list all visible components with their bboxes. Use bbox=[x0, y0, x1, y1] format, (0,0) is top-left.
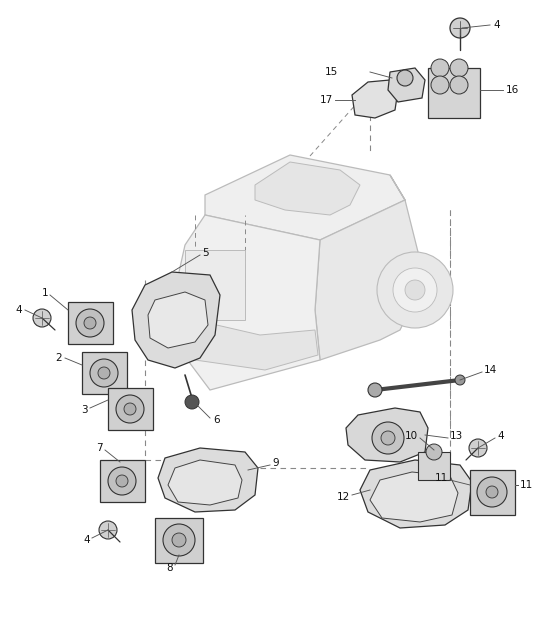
Polygon shape bbox=[148, 292, 208, 348]
Polygon shape bbox=[168, 460, 242, 505]
Text: 9: 9 bbox=[272, 458, 278, 468]
Circle shape bbox=[431, 76, 449, 94]
Circle shape bbox=[163, 524, 195, 556]
Text: 4: 4 bbox=[493, 20, 500, 30]
Circle shape bbox=[477, 477, 507, 507]
Text: 4: 4 bbox=[15, 305, 22, 315]
Text: 8: 8 bbox=[166, 563, 173, 573]
Circle shape bbox=[431, 59, 449, 77]
Text: 1: 1 bbox=[41, 288, 48, 298]
Polygon shape bbox=[158, 448, 258, 512]
Circle shape bbox=[108, 467, 136, 495]
Circle shape bbox=[116, 475, 128, 487]
Circle shape bbox=[397, 70, 413, 86]
Text: 11: 11 bbox=[435, 473, 448, 483]
Polygon shape bbox=[175, 215, 320, 390]
Circle shape bbox=[116, 395, 144, 423]
Text: 10: 10 bbox=[405, 431, 418, 441]
Text: 15: 15 bbox=[325, 67, 338, 77]
Text: 5: 5 bbox=[202, 248, 209, 258]
Bar bbox=[68, 302, 113, 344]
Bar bbox=[185, 250, 245, 320]
Bar bbox=[82, 352, 127, 394]
Circle shape bbox=[98, 367, 110, 379]
Bar bbox=[428, 68, 480, 118]
Polygon shape bbox=[388, 68, 425, 102]
Polygon shape bbox=[352, 80, 398, 118]
Circle shape bbox=[124, 403, 136, 415]
Circle shape bbox=[368, 383, 382, 397]
Circle shape bbox=[450, 18, 470, 38]
Bar bbox=[100, 460, 145, 502]
Polygon shape bbox=[205, 155, 405, 240]
Circle shape bbox=[450, 59, 468, 77]
Circle shape bbox=[377, 252, 453, 328]
Polygon shape bbox=[360, 460, 472, 528]
Text: 11: 11 bbox=[520, 480, 533, 490]
Circle shape bbox=[372, 422, 404, 454]
Circle shape bbox=[455, 375, 465, 385]
Circle shape bbox=[393, 268, 437, 312]
Text: 3: 3 bbox=[81, 405, 88, 415]
Polygon shape bbox=[315, 175, 420, 360]
Circle shape bbox=[185, 395, 199, 409]
Bar bbox=[418, 452, 450, 480]
Text: 16: 16 bbox=[506, 85, 519, 95]
Circle shape bbox=[469, 439, 487, 457]
Text: 6: 6 bbox=[213, 415, 220, 425]
Circle shape bbox=[381, 431, 395, 445]
Circle shape bbox=[172, 533, 186, 547]
Circle shape bbox=[84, 317, 96, 329]
Polygon shape bbox=[346, 408, 428, 462]
Text: 13: 13 bbox=[450, 431, 463, 441]
Circle shape bbox=[450, 76, 468, 94]
Bar bbox=[470, 470, 515, 515]
Circle shape bbox=[426, 444, 442, 460]
Circle shape bbox=[76, 309, 104, 337]
Text: 17: 17 bbox=[320, 95, 333, 105]
Text: 2: 2 bbox=[56, 353, 62, 363]
Bar bbox=[155, 518, 203, 563]
Circle shape bbox=[486, 486, 498, 498]
Text: 12: 12 bbox=[337, 492, 350, 502]
Circle shape bbox=[405, 280, 425, 300]
Polygon shape bbox=[180, 320, 318, 370]
Polygon shape bbox=[255, 162, 360, 215]
Circle shape bbox=[33, 309, 51, 327]
Circle shape bbox=[90, 359, 118, 387]
Bar bbox=[108, 388, 153, 430]
Text: 4: 4 bbox=[83, 535, 90, 545]
Polygon shape bbox=[370, 472, 458, 522]
Text: 14: 14 bbox=[484, 365, 497, 375]
Text: 4: 4 bbox=[497, 431, 504, 441]
Circle shape bbox=[99, 521, 117, 539]
Polygon shape bbox=[132, 272, 220, 368]
Text: 7: 7 bbox=[96, 443, 103, 453]
